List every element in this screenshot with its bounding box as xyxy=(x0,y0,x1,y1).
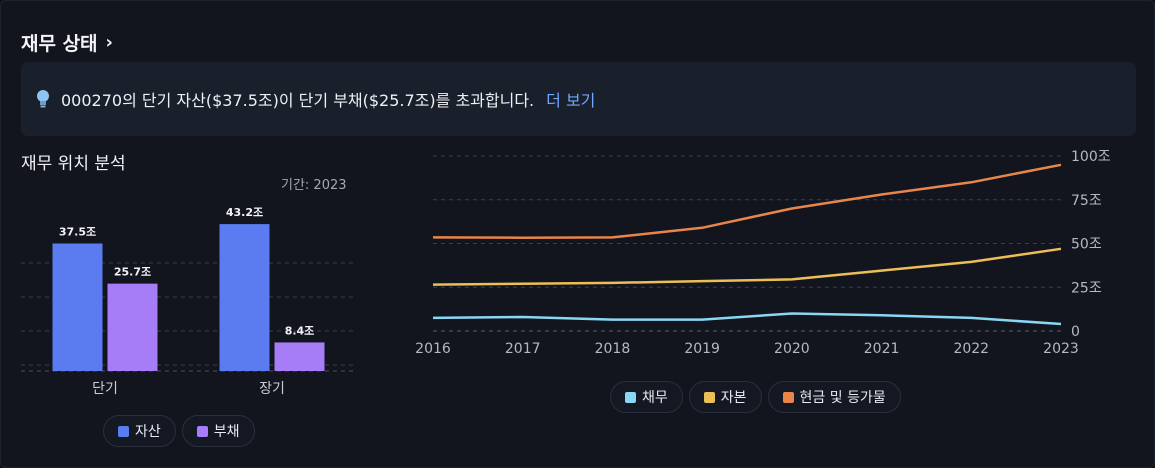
x-tick-label: 2023 xyxy=(1043,341,1079,357)
legend-label: 부채 xyxy=(213,424,240,440)
x-tick-label: 2022 xyxy=(953,341,989,357)
series-line xyxy=(432,163,1062,239)
bar-chart-legend: 자산 부채 xyxy=(103,415,255,447)
period-label: 기간: 2023 xyxy=(281,178,347,193)
lightbulb-icon xyxy=(37,90,49,108)
legend-item[interactable]: 자산 xyxy=(103,415,176,447)
x-tick-label: 2020 xyxy=(774,341,810,357)
series-line xyxy=(432,312,1062,326)
legend-item[interactable]: 채무 xyxy=(610,381,683,413)
bar-data-label: 43.2조 xyxy=(226,206,263,219)
y-tick-label: 0 xyxy=(1071,324,1080,340)
legend-item[interactable]: 자본 xyxy=(688,381,762,413)
series-line xyxy=(432,247,1062,286)
y-tick-label: 50조 xyxy=(1071,237,1102,253)
line-chart-legend: 채무 자본 현금 및 등가물 xyxy=(610,381,901,413)
bar-data-label: 25.7조 xyxy=(114,266,151,279)
history-line-chart: 0 25조 50조 75조 100조 2016 2017 2018 2019 2020 2021 20… xyxy=(415,149,1111,357)
legend-label: 현금 및 등가물 xyxy=(799,390,886,406)
position-analysis-title: 재무 위치 분석 xyxy=(21,154,126,174)
x-tick-label: 2016 xyxy=(415,341,451,357)
y-tick-label: 25조 xyxy=(1071,280,1102,296)
legend-label: 자본 xyxy=(720,390,747,406)
category-label: 단기 xyxy=(92,381,118,397)
x-tick-label: 2019 xyxy=(684,341,720,357)
legend-swatch xyxy=(196,425,208,437)
legend-label: 자산 xyxy=(135,424,161,440)
category-label: 장기 xyxy=(259,381,285,397)
bar xyxy=(107,283,158,371)
x-tick-label: 2021 xyxy=(864,341,900,357)
see-more-link[interactable]: 더 보기 xyxy=(546,91,596,110)
x-tick-label: 2017 xyxy=(505,341,541,357)
y-tick-label: 100조 xyxy=(1071,149,1111,165)
bar xyxy=(274,342,325,371)
y-tick-label: 75조 xyxy=(1071,193,1102,209)
legend-label: 채무 xyxy=(642,390,668,406)
legend-swatch xyxy=(118,425,129,437)
legend-item[interactable]: 부채 xyxy=(181,415,255,447)
legend-swatch xyxy=(782,391,794,403)
chevron-right-icon: › xyxy=(105,32,113,53)
bar xyxy=(219,224,270,371)
legend-swatch xyxy=(625,391,636,403)
insight-text: 000270의 단기 자산($37.5조)이 단기 부채($25.7조)를 초과… xyxy=(61,91,535,110)
x-tick-label: 2018 xyxy=(595,341,631,357)
section-title: 재무 상태 xyxy=(21,33,98,55)
bar-data-label: 37.5조 xyxy=(59,226,96,239)
insight-banner: 000270의 단기 자산($37.5조)이 단기 부채($25.7조)를 초과… xyxy=(21,62,1136,136)
bar xyxy=(52,243,103,371)
bar-data-label: 8.4조 xyxy=(285,324,315,337)
legend-item[interactable]: 현금 및 등가물 xyxy=(767,381,901,413)
legend-swatch xyxy=(703,391,715,403)
section-heading[interactable]: 재무 상태 › xyxy=(21,29,113,56)
